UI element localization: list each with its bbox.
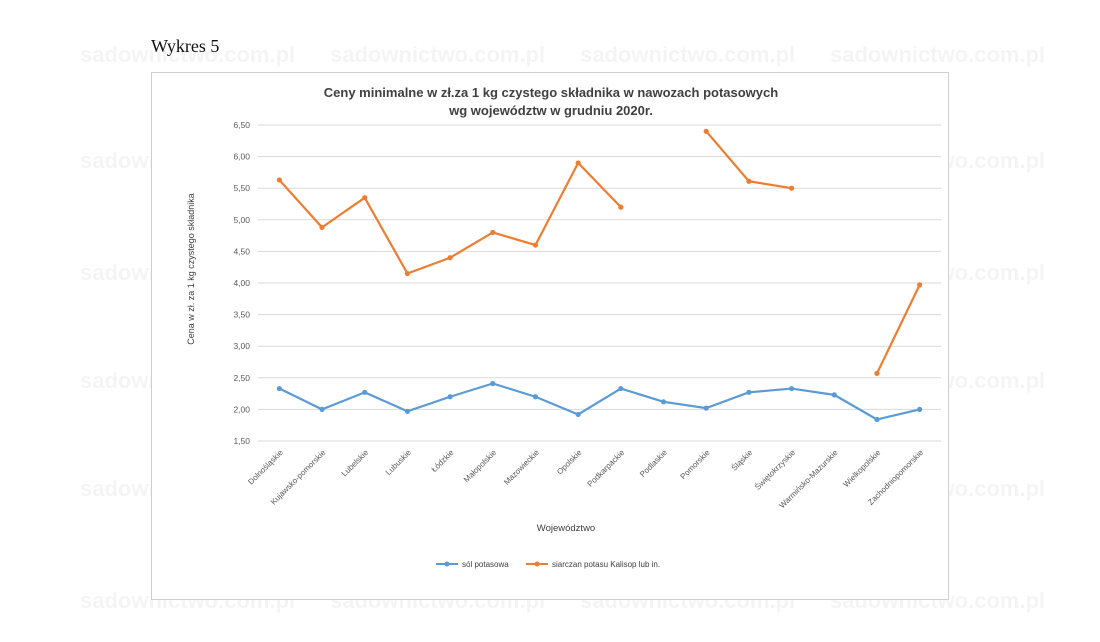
y-tick-label: 3,00: [233, 341, 250, 351]
data-point-sol-potasowa: [874, 416, 880, 423]
data-point-sol-potasowa: [788, 385, 795, 392]
x-tick-label: Dolnośląskie: [246, 448, 285, 487]
data-point-sol-potasowa: [362, 389, 368, 395]
data-point-siarczan-potasu: [362, 195, 368, 201]
data-point-siarczan-potasu: [746, 178, 752, 184]
data-point-siarczan-potasu: [917, 282, 923, 288]
y-tick-label: 5,00: [233, 215, 250, 225]
x-tick-label: Mazowieckie: [502, 448, 541, 487]
data-point-sol-potasowa: [831, 392, 837, 398]
x-tick-label: Lubelskie: [340, 448, 371, 479]
y-tick-label: 1,50: [233, 436, 250, 446]
x-tick-label: Śląskie: [730, 448, 755, 473]
line-chart: 1,50 2,00 2,50 3,00 3,50 4,00 4,50 5,00 5,50 6,00…: [186, 85, 941, 569]
y-tick-label: 3,50: [233, 310, 250, 320]
legend-marker-sol-potasowa: [444, 561, 450, 567]
x-tick-label: Podlaskie: [638, 448, 669, 479]
data-point-sol-potasowa: [532, 394, 539, 400]
data-point-sol-potasowa: [746, 389, 752, 395]
legend-label-sol-potasowa: sól potasowa: [462, 560, 509, 569]
y-tick-label: 2,00: [233, 404, 250, 414]
y-axis-ticks: 1,50 2,00 2,50 3,00 3,50 4,00 4,50 5,00 5,50 6,00…: [233, 120, 250, 446]
data-point-siarczan-potasu: [532, 242, 539, 248]
data-point-siarczan-potasu: [618, 204, 624, 210]
y-tick-label: 2,50: [233, 373, 250, 383]
legend: sól potasowa siarczan potasu Kalisop lub…: [436, 560, 660, 569]
watermark-text: sadownictwo.com.pl: [830, 42, 1045, 67]
legend-label-siarczan-potasu: siarczan potasu Kalisop lub in.: [552, 560, 660, 569]
data-point-sol-potasowa: [660, 399, 667, 405]
x-tick-label: Świętokrzyskie: [753, 448, 797, 492]
data-point-siarczan-potasu: [319, 224, 325, 230]
series-lines: [276, 128, 923, 423]
gridlines: [258, 124, 941, 442]
x-axis-label: Województwo: [537, 523, 595, 534]
data-point-sol-potasowa: [703, 405, 709, 411]
data-point-sol-potasowa: [917, 406, 923, 412]
legend-marker-siarczan-potasu: [534, 561, 540, 567]
series-line-siarczan-potasu: [875, 284, 921, 374]
data-point-sol-potasowa: [404, 408, 411, 414]
x-tick-label: Podkarpackie: [586, 448, 627, 489]
watermark-text: sadownictwo.com.pl: [330, 42, 545, 67]
x-tick-label: Pomorskie: [679, 448, 712, 481]
chart-title-line1: Ceny minimalne w zł.za 1 kg czystego skł…: [324, 85, 778, 100]
data-point-siarczan-potasu: [447, 255, 453, 261]
x-tick-label: Małopolskie: [462, 448, 499, 485]
y-tick-label: 6,00: [233, 152, 250, 162]
chart-title-line2: wg województw w grudniu 2020r.: [448, 103, 653, 118]
data-point-siarczan-potasu: [404, 270, 411, 277]
y-tick-label: 4,50: [233, 246, 250, 256]
data-point-siarczan-potasu: [575, 160, 581, 166]
x-tick-label: Wielkopolskie: [841, 448, 882, 489]
y-tick-label: 5,50: [233, 183, 250, 193]
data-point-sol-potasowa: [618, 385, 624, 392]
data-point-sol-potasowa: [319, 406, 325, 412]
watermark-text: sadownictwo.com.pl: [580, 42, 795, 67]
data-point-siarczan-potasu: [788, 185, 795, 191]
data-point-sol-potasowa: [575, 411, 581, 418]
series-line-sol-potasowa: [278, 382, 920, 421]
y-axis-label: Cena w zł. za 1 kg czystego składnika: [186, 193, 196, 345]
data-point-siarczan-potasu: [276, 177, 282, 183]
chart-frame: 1,50 2,00 2,50 3,00 3,50 4,00 4,50 5,00 5,50 6,00…: [151, 72, 949, 600]
x-tick-label: Łódzkie: [430, 448, 456, 474]
data-point-sol-potasowa: [490, 380, 496, 387]
data-point-sol-potasowa: [276, 385, 282, 392]
x-tick-label: Opolskie: [555, 448, 584, 477]
y-tick-label: 4,00: [233, 278, 250, 288]
data-point-sol-potasowa: [447, 394, 453, 400]
data-point-siarczan-potasu: [874, 370, 880, 376]
y-tick-label: 6,50: [233, 120, 250, 130]
data-point-siarczan-potasu: [490, 229, 496, 236]
data-point-siarczan-potasu: [703, 128, 709, 134]
page-caption: Wykres 5: [151, 36, 220, 56]
x-tick-label: Lubuskie: [384, 448, 413, 477]
